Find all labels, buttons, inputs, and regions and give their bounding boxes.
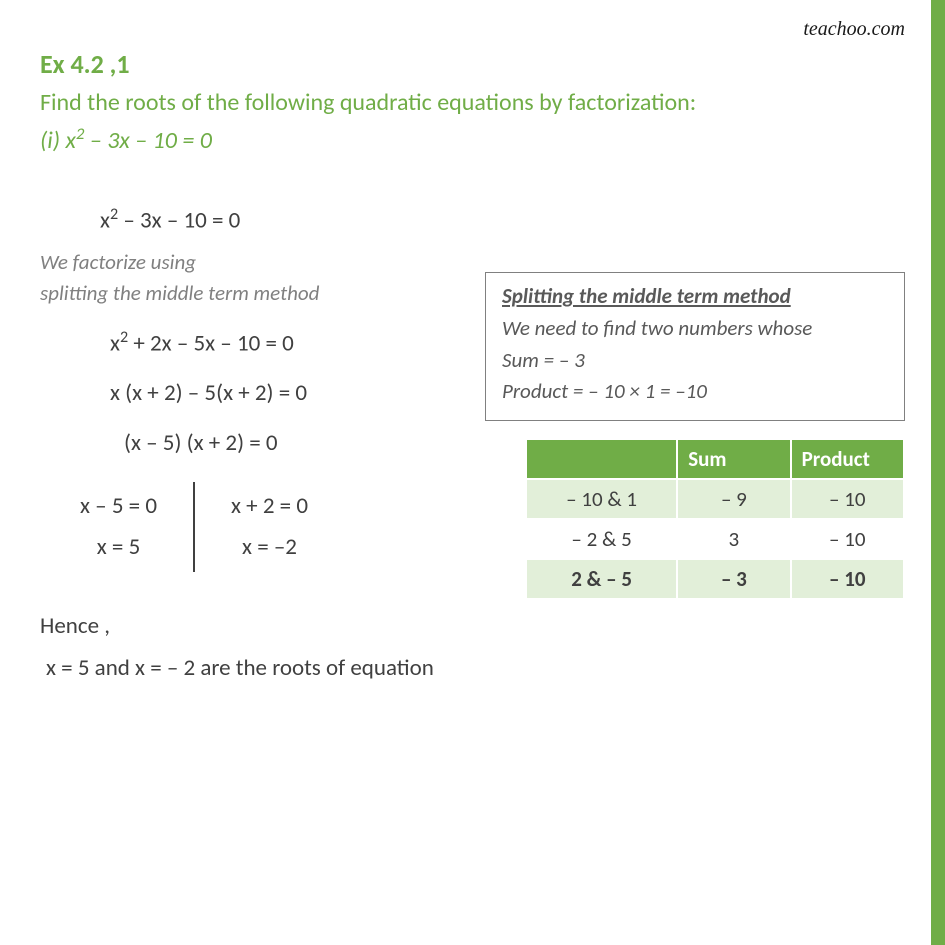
sub-q-prefix: (i) (40, 126, 66, 155)
sol1-eq: x – 5 = 0 (80, 486, 157, 527)
cell-product: – 10 (791, 559, 904, 599)
table-row: – 2 & 5 3 – 10 (526, 519, 904, 559)
cell-product: – 10 (791, 519, 904, 559)
cell-pair: 2 & – 5 (526, 559, 677, 599)
cell-product: – 10 (791, 479, 904, 519)
th-sum: Sum (677, 439, 790, 479)
sidebox-line1: We need to find two numbers whose (502, 313, 888, 345)
sol2-val: x = –2 (231, 527, 308, 568)
sidebox-line2: Sum = – 3 (502, 345, 888, 377)
th-pair (526, 439, 677, 479)
solution-1: x – 5 = 0 x = 5 (80, 486, 157, 569)
cell-sum: – 9 (677, 479, 790, 519)
table-header-row: Sum Product (526, 439, 904, 479)
sol2-eq: x + 2 = 0 (231, 486, 308, 527)
equation-start: x2 – 3x – 10 = 0 (100, 205, 905, 235)
table-row-highlight: 2 & – 5 – 3 – 10 (526, 559, 904, 599)
watermark: teachoo.com (803, 18, 905, 41)
exercise-title: Ex 4.2 ,1 (40, 48, 905, 80)
accent-bar (931, 0, 945, 945)
th-product: Product (791, 439, 904, 479)
roots-statement: x = 5 and x = – 2 are the roots of equat… (46, 654, 905, 682)
question-text: Find the roots of the following quadrati… (40, 88, 905, 117)
divider (193, 482, 195, 572)
sub-question: (i) x2 – 3x – 10 = 0 (40, 123, 905, 155)
sidebox-title: Splitting the middle term method (502, 283, 888, 309)
sol1-val: x = 5 (80, 527, 157, 568)
sidebox-line3: Product = – 10 × 1 = –10 (502, 376, 888, 408)
method-sidebox: Splitting the middle term method We need… (485, 272, 905, 421)
cell-pair: – 2 & 5 (526, 519, 677, 559)
table-row: – 10 & 1 – 9 – 10 (526, 479, 904, 519)
cell-sum: – 3 (677, 559, 790, 599)
cell-pair: – 10 & 1 (526, 479, 677, 519)
hence-label: Hence , (40, 612, 905, 640)
solution-2: x + 2 = 0 x = –2 (231, 486, 308, 569)
sum-product-table: Sum Product – 10 & 1 – 9 – 10 – 2 & 5 3 … (525, 438, 905, 600)
sub-q-eq: x2 – 3x – 10 = 0 (66, 126, 212, 155)
cell-sum: 3 (677, 519, 790, 559)
